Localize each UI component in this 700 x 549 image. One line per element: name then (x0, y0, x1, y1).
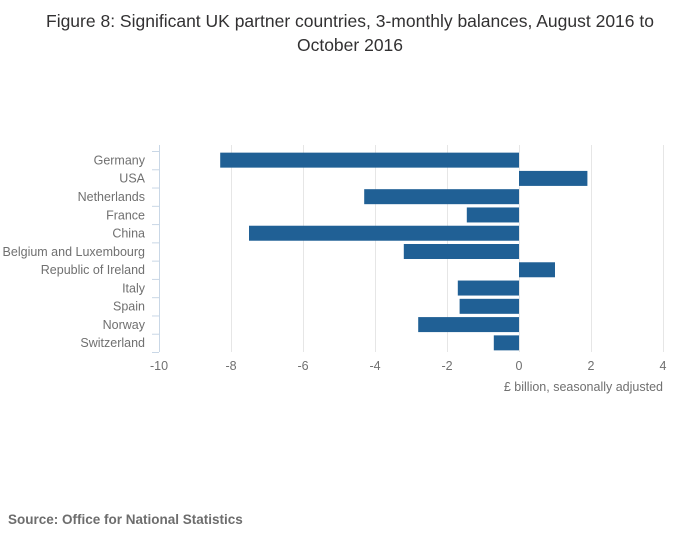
category-label-spain: Spain (113, 300, 145, 314)
bar-france (466, 207, 519, 223)
x-tick-label--2: -2 (441, 359, 452, 373)
source-note: Source: Office for National Statistics (8, 512, 243, 527)
category-label-norway: Norway (103, 318, 146, 332)
category-label-republic-of-ireland: Republic of Ireland (41, 263, 145, 277)
bar-netherlands (364, 189, 519, 205)
bar-belgium-and-luxembourg (403, 244, 519, 259)
category-label-china: China (112, 227, 145, 241)
x-tick-label-4: 4 (660, 359, 667, 373)
category-label-usa: USA (119, 172, 145, 186)
x-tick-label--6: -6 (297, 359, 308, 373)
bar-usa (519, 170, 588, 186)
x-tick-label--10: -10 (150, 359, 168, 373)
category-label-netherlands: Netherlands (78, 190, 145, 204)
bar-norway (418, 317, 519, 333)
x-tick-label--4: -4 (369, 359, 380, 373)
bar-republic-of-ireland (519, 262, 555, 278)
chart-title: Figure 8: Significant UK partner countri… (46, 11, 654, 55)
x-tick-label-0: 0 (516, 359, 523, 373)
bar-spain (459, 298, 519, 314)
bar-italy (457, 280, 519, 296)
bar-china (249, 225, 519, 241)
x-axis-title: £ billion, seasonally adjusted (504, 380, 663, 394)
category-label-belgium-and-luxembourg: Belgium and Luxembourg (3, 245, 145, 259)
category-label-france: France (106, 208, 145, 222)
category-label-italy: Italy (122, 281, 146, 295)
bar-switzerland (493, 335, 519, 351)
category-label-germany: Germany (94, 153, 146, 167)
x-tick-label--8: -8 (225, 359, 236, 373)
bar-germany (220, 152, 519, 168)
category-label-switzerland: Switzerland (80, 336, 145, 350)
x-tick-label-2: 2 (588, 359, 595, 373)
